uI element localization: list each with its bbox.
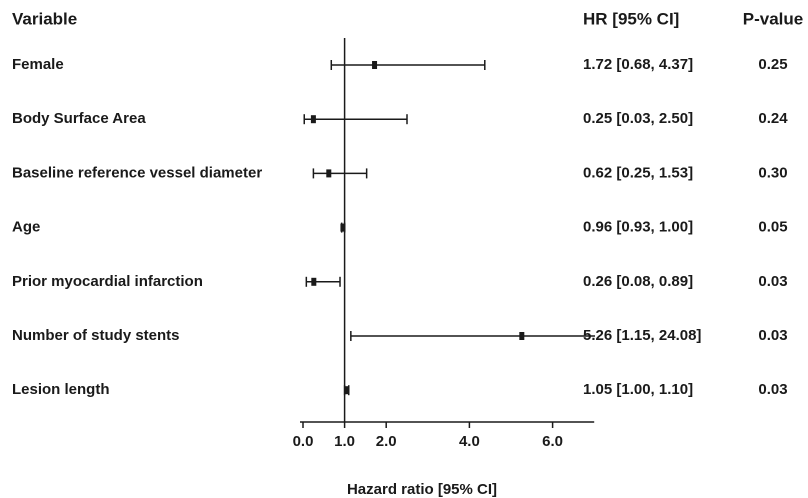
x-axis-label: Hazard ratio [95% CI] [347,481,497,498]
estimate-label: 1.05 [1.00, 1.10] [583,381,693,398]
hr-marker [326,169,332,178]
estimate-label: 1.72 [0.68, 4.37] [583,56,693,73]
p-value: 0.30 [758,164,787,181]
variable-label: Number of study stents [12,327,180,344]
hr-marker [519,332,525,340]
estimate-label: 0.96 [0.93, 1.00] [583,219,693,236]
estimate-header: HR [95% CI] [583,9,679,28]
p-value: 0.05 [758,219,787,236]
estimate-label: 0.62 [0.25, 1.53] [583,164,693,181]
variable-label: Age [12,219,40,236]
estimate-label: 0.26 [0.08, 0.89] [583,273,693,290]
hr-marker [372,61,378,69]
p-value: 0.24 [758,110,788,127]
hr-marker [310,115,316,124]
p-header: P-value [743,9,803,28]
estimate-label: 5.26 [1.15, 24.08] [583,327,701,344]
p-value: 0.25 [758,56,787,73]
x-tick-label: 2.0 [376,433,397,450]
x-tick-label: 1.0 [334,433,355,450]
p-value: 0.03 [758,327,787,344]
p-value: 0.03 [758,273,787,290]
x-tick-label: 4.0 [459,433,480,450]
plot-area [303,60,595,396]
hr-marker [311,277,317,286]
variable-header: Variable [12,9,77,28]
hr-marker [344,386,350,395]
variable-label: Baseline reference vessel diameter [12,164,262,181]
variable-label: Prior myocardial infarction [12,273,203,290]
variable-label: Body Surface Area [12,110,146,127]
estimate-label: 0.25 [0.03, 2.50] [583,110,693,127]
x-tick-label: 6.0 [542,433,563,450]
p-value: 0.03 [758,381,787,398]
hr-marker [340,223,346,232]
variable-label: Female [12,56,64,73]
x-tick-label: 0.0 [293,433,314,450]
variable-label: Lesion length [12,381,110,398]
